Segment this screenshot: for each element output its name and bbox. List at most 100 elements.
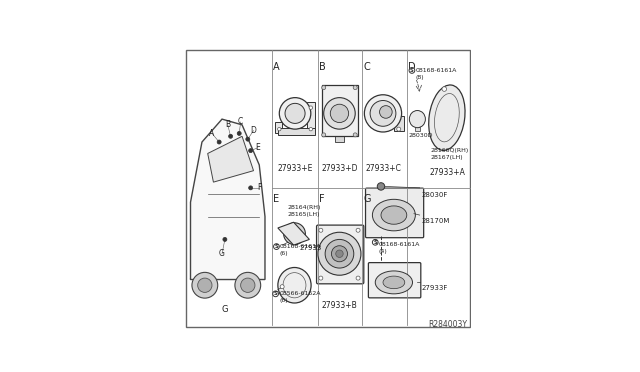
Text: 27933+A: 27933+A [429, 168, 465, 177]
Ellipse shape [288, 227, 301, 240]
Circle shape [397, 127, 401, 131]
Circle shape [322, 133, 326, 137]
Ellipse shape [324, 97, 355, 129]
Text: G: G [364, 193, 371, 203]
Circle shape [319, 276, 323, 280]
Circle shape [223, 237, 227, 241]
Text: (4): (4) [378, 250, 387, 254]
Text: 27933+B: 27933+B [321, 301, 357, 310]
Circle shape [273, 291, 278, 297]
Ellipse shape [380, 106, 392, 118]
Bar [415, 127, 420, 131]
Ellipse shape [364, 95, 402, 132]
Circle shape [353, 86, 357, 90]
Polygon shape [208, 136, 253, 182]
Text: E: E [273, 193, 279, 203]
Ellipse shape [375, 271, 413, 294]
FancyBboxPatch shape [317, 225, 364, 284]
Circle shape [249, 186, 253, 190]
Text: S: S [410, 68, 414, 73]
Text: D: D [251, 126, 257, 135]
Circle shape [237, 131, 241, 135]
Text: A: A [273, 62, 280, 72]
Circle shape [353, 133, 357, 137]
Text: 08168-6161A: 08168-6161A [280, 244, 321, 249]
Text: 08168-6161A: 08168-6161A [415, 68, 457, 73]
Text: (6): (6) [279, 298, 288, 303]
Text: 27933: 27933 [300, 245, 322, 251]
Text: S: S [274, 291, 278, 296]
Ellipse shape [318, 232, 361, 275]
Text: D: D [408, 62, 415, 72]
Text: A: A [209, 129, 214, 138]
Ellipse shape [332, 246, 348, 262]
FancyBboxPatch shape [365, 188, 424, 238]
Bar [394, 116, 404, 131]
Text: 28166Q(RH): 28166Q(RH) [430, 148, 468, 153]
Text: 27933+E: 27933+E [277, 164, 313, 173]
Circle shape [246, 137, 250, 141]
Text: S: S [275, 244, 278, 249]
Ellipse shape [372, 199, 415, 231]
Circle shape [356, 276, 360, 280]
Text: 08168-6161A: 08168-6161A [378, 242, 419, 247]
Ellipse shape [285, 103, 305, 124]
Text: C: C [238, 118, 243, 126]
Text: F: F [319, 193, 324, 203]
Ellipse shape [278, 267, 311, 303]
Ellipse shape [284, 223, 305, 244]
Circle shape [278, 128, 281, 131]
Text: 27933+D: 27933+D [321, 164, 358, 173]
Circle shape [241, 278, 255, 292]
Text: G: G [219, 249, 225, 258]
Bar [335, 135, 344, 142]
Polygon shape [278, 222, 309, 245]
Circle shape [192, 272, 218, 298]
Circle shape [372, 240, 378, 245]
Circle shape [309, 128, 312, 131]
Circle shape [235, 272, 260, 298]
Text: (8): (8) [415, 75, 424, 80]
Ellipse shape [336, 250, 343, 257]
Circle shape [228, 134, 232, 138]
Text: (6): (6) [280, 251, 289, 256]
Text: 28165(LH): 28165(LH) [288, 212, 321, 217]
Circle shape [217, 140, 221, 144]
Text: B: B [225, 121, 230, 129]
Text: 08566-6162A: 08566-6162A [279, 291, 321, 296]
Polygon shape [191, 119, 265, 279]
Text: 28164(RH): 28164(RH) [288, 205, 321, 210]
Bar [191, 202, 202, 231]
Circle shape [280, 285, 284, 289]
Bar [278, 128, 315, 135]
Text: E: E [255, 143, 260, 152]
Circle shape [442, 87, 447, 92]
Circle shape [309, 106, 312, 109]
Text: 28030D: 28030D [409, 134, 433, 138]
Ellipse shape [381, 206, 407, 224]
Circle shape [198, 278, 212, 292]
Text: F: F [257, 183, 262, 192]
Ellipse shape [325, 240, 354, 268]
Text: S: S [373, 240, 377, 245]
Ellipse shape [429, 85, 465, 150]
Text: R284003Y: R284003Y [428, 320, 467, 328]
Ellipse shape [330, 104, 349, 122]
Text: 28030F: 28030F [421, 192, 447, 198]
Circle shape [249, 149, 253, 153]
Text: 27933F: 27933F [421, 285, 447, 291]
Circle shape [409, 68, 415, 73]
Ellipse shape [279, 97, 311, 129]
Bar [275, 122, 282, 134]
Text: C: C [364, 62, 370, 72]
Bar [307, 102, 315, 131]
Text: 27933+C: 27933+C [365, 164, 401, 173]
Circle shape [356, 228, 360, 232]
Ellipse shape [383, 276, 404, 289]
Circle shape [322, 86, 326, 90]
Text: 28167(LH): 28167(LH) [430, 155, 463, 160]
Circle shape [319, 228, 323, 232]
FancyBboxPatch shape [369, 263, 421, 298]
Circle shape [273, 244, 279, 250]
Text: G: G [221, 305, 228, 314]
